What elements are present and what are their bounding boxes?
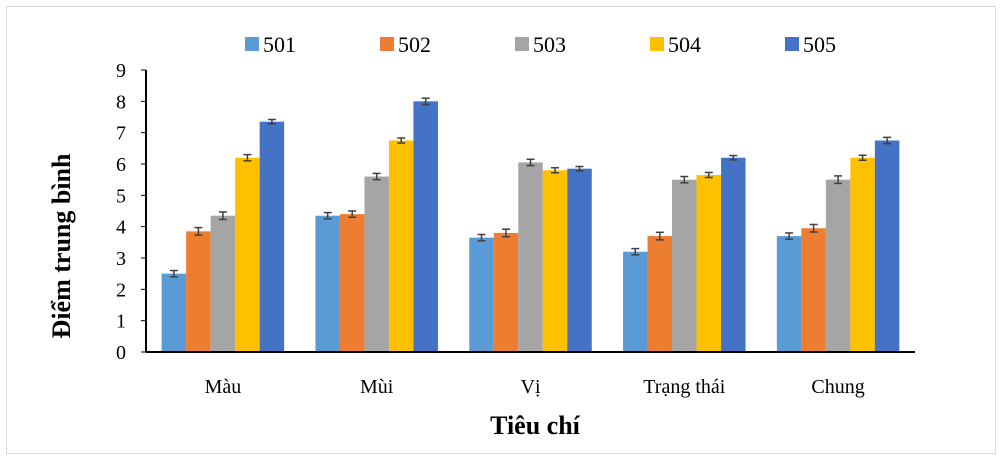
bar-505-2	[567, 168, 592, 352]
bar-503-4	[825, 179, 851, 352]
bar-502-1	[339, 214, 365, 352]
error-bar	[169, 269, 178, 278]
legend-label: 503	[533, 32, 566, 57]
bars-group	[161, 101, 900, 352]
bar-505-1	[413, 101, 438, 352]
error-bar	[526, 158, 535, 167]
y-tick-label: 7	[116, 123, 126, 145]
bar-501-1	[315, 215, 340, 352]
error-bar	[575, 165, 584, 172]
error-bars-group	[169, 97, 892, 278]
error-bar	[421, 97, 430, 106]
error-bar	[551, 167, 559, 174]
x-category-labels: Màu Mùi Vị Trạng thái Chung	[205, 376, 865, 398]
bar-504-4	[850, 157, 875, 352]
legend-item-504: 504	[650, 32, 701, 57]
legend-swatch	[650, 37, 664, 51]
y-tick-label: 1	[116, 311, 126, 333]
y-axis-title: Điểm trung bình	[47, 153, 76, 338]
error-bar	[218, 211, 227, 221]
bar-501-4	[776, 236, 802, 352]
bar-503-3	[672, 179, 697, 352]
legend-swatch	[785, 37, 799, 51]
y-tick-label: 3	[116, 248, 126, 270]
bar-503-2	[518, 162, 543, 352]
bar-505-4	[874, 140, 900, 352]
x-category-label: Vị	[521, 376, 541, 398]
error-bar	[631, 247, 640, 256]
y-tick-label: 0	[116, 342, 126, 364]
x-axis-title: Tiêu chí	[490, 411, 581, 440]
chart-frame	[6, 6, 996, 454]
legend-item-501: 501	[245, 32, 296, 57]
y-tick-label: 2	[116, 279, 126, 301]
error-bar	[809, 223, 818, 233]
legend-label: 505	[803, 32, 836, 57]
error-bar	[194, 226, 203, 236]
error-bar	[323, 211, 332, 220]
legend-swatch	[380, 37, 394, 51]
y-tick-label: 4	[116, 217, 126, 239]
error-bar	[348, 210, 357, 219]
x-category-label: Chung	[811, 376, 864, 398]
error-bar	[883, 136, 892, 145]
axes-group	[145, 70, 915, 353]
bar-504-2	[542, 170, 568, 352]
bar-502-4	[801, 228, 826, 352]
error-bar	[858, 154, 867, 161]
bar-505-0	[259, 121, 285, 352]
error-bar	[477, 233, 486, 242]
bar-505-3	[721, 157, 746, 352]
x-category-label: Trạng thái	[643, 376, 725, 398]
y-tick-label: 8	[116, 91, 126, 113]
legend-label: 504	[668, 32, 701, 57]
error-bar	[834, 175, 843, 185]
bar-502-2	[493, 232, 519, 352]
y-tick-labels: 0 1 2 3 4 5 6 7 8 9	[116, 60, 146, 364]
error-bar	[655, 231, 664, 241]
error-bar	[704, 171, 713, 179]
error-bar	[729, 154, 738, 161]
x-category-label: Màu	[205, 376, 242, 398]
y-tick-label: 6	[116, 154, 126, 176]
legend-item-502: 502	[380, 32, 431, 57]
bar-504-0	[235, 157, 260, 352]
legend-swatch	[245, 37, 259, 51]
legend-swatch	[515, 37, 529, 51]
bar-503-0	[210, 215, 236, 352]
bar-504-3	[696, 174, 722, 352]
error-bar	[267, 118, 276, 125]
legend-item-505: 505	[785, 32, 836, 57]
bar-503-1	[364, 176, 389, 352]
error-bar	[372, 172, 381, 181]
error-bar	[243, 153, 252, 162]
bar-502-0	[186, 231, 211, 352]
error-bar	[502, 228, 510, 238]
error-bar	[680, 175, 689, 184]
error-bar	[785, 232, 794, 240]
y-tick-label: 9	[116, 60, 126, 82]
legend-item-503: 503	[515, 32, 566, 57]
bar-504-1	[388, 140, 414, 352]
bar-501-2	[469, 237, 494, 352]
legend-label: 501	[263, 32, 296, 57]
error-bar	[397, 137, 406, 144]
legend-label: 502	[398, 32, 431, 57]
x-category-label: Mùi	[360, 376, 394, 398]
bar-501-0	[161, 273, 187, 352]
bar-501-3	[623, 251, 648, 352]
bar-502-3	[647, 236, 673, 352]
y-tick-label: 5	[116, 185, 126, 207]
legend: 501 502 503 504 505	[245, 32, 836, 57]
